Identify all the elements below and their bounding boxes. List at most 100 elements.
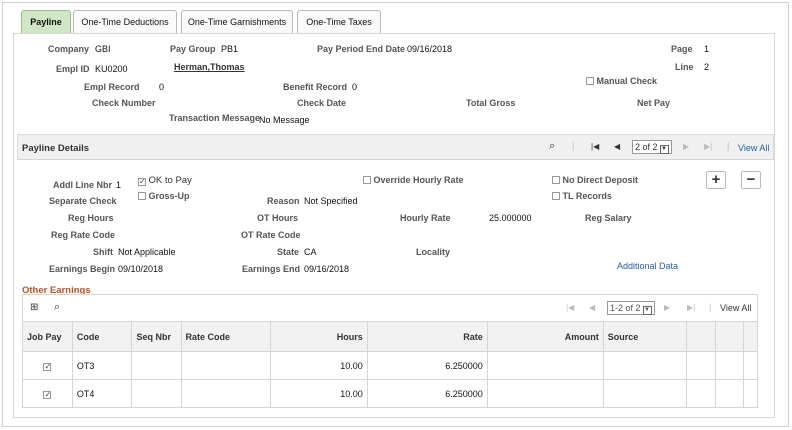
column-header-source: Source bbox=[602, 321, 688, 352]
grid-next-icon[interactable]: ▶ bbox=[664, 303, 671, 312]
gross-up-label: Gross-Up bbox=[148, 191, 190, 201]
shift-label: Shift bbox=[93, 247, 113, 257]
tab-payline[interactable]: Payline bbox=[21, 10, 71, 34]
amount-cell bbox=[486, 351, 604, 380]
column-header-rate: Rate bbox=[366, 321, 488, 352]
row-pager-select[interactable]: 2 of 2 ▼ bbox=[632, 140, 672, 154]
line-value: 2 bbox=[704, 62, 710, 72]
ok-to-pay-label: OK to Pay bbox=[148, 175, 192, 186]
grid-view-all-link[interactable]: View All bbox=[720, 303, 752, 313]
total-gross-label: Total Gross bbox=[466, 98, 516, 108]
column-header-blank bbox=[686, 321, 716, 352]
state-value: CA bbox=[304, 247, 317, 257]
earnings-end-value: 09/16/2018 bbox=[304, 264, 350, 274]
code-cell: OT4 bbox=[71, 379, 133, 408]
code-cell: OT3 bbox=[71, 351, 133, 380]
paygroup-label: Pay Group bbox=[170, 44, 216, 54]
empty-cell bbox=[743, 351, 758, 380]
last-page-icon[interactable]: ▶| bbox=[704, 142, 713, 151]
hourly-rate-value: 25.000000 bbox=[489, 213, 532, 223]
net-pay-label: Net Pay bbox=[637, 98, 671, 108]
state-label: State bbox=[277, 247, 300, 257]
table-row: ✓ OT3 10.00 6.250000 bbox=[22, 351, 758, 380]
other-earnings-title: Other Earnings bbox=[22, 285, 91, 296]
no-direct-deposit-checkbox[interactable]: No Direct Deposit bbox=[552, 175, 638, 185]
tab-one-time-garnishments[interactable]: One-Time Garnishments bbox=[181, 10, 293, 34]
hours-cell: 10.00 bbox=[270, 379, 368, 408]
override-hourly-rate-checkbox[interactable]: Override Hourly Rate bbox=[363, 175, 464, 185]
column-header-job-pay: Job Pay bbox=[22, 321, 73, 352]
column-header-hours: Hours bbox=[270, 321, 368, 352]
seq-nbr-cell bbox=[131, 379, 182, 408]
source-cell bbox=[602, 351, 688, 380]
add-row-button[interactable]: + bbox=[706, 171, 726, 189]
transaction-message-label: Transaction Message bbox=[169, 113, 261, 123]
divider: | bbox=[727, 141, 730, 151]
chevron-down-icon: ▼ bbox=[659, 145, 669, 154]
seq-nbr-cell bbox=[131, 351, 182, 380]
additional-data-link[interactable]: Additional Data bbox=[617, 261, 679, 271]
no-direct-deposit-label: No Direct Deposit bbox=[562, 175, 639, 185]
transaction-message-value: No Message bbox=[259, 115, 310, 125]
reason-label: Reason bbox=[267, 196, 300, 206]
view-all-link[interactable]: View All bbox=[738, 143, 770, 153]
check-date-label: Check Date bbox=[297, 98, 347, 108]
tab-one-time-deductions[interactable]: One-Time Deductions bbox=[73, 10, 177, 34]
tl-records-label: TL Records bbox=[562, 191, 612, 201]
empl-record-value: 0 bbox=[159, 82, 165, 92]
row-pager-value: 2 of 2 bbox=[635, 142, 658, 152]
locality-label: Locality bbox=[416, 247, 451, 257]
column-header-amount: Amount bbox=[486, 321, 604, 352]
personalize-grid-icon[interactable]: ⊞ bbox=[30, 302, 39, 313]
empty-cell bbox=[714, 351, 745, 380]
column-header-blank bbox=[743, 321, 758, 352]
addl-line-nbr-value: 1 bbox=[116, 180, 122, 190]
grid-previous-icon[interactable]: ◀ bbox=[589, 303, 596, 312]
addl-line-nbr-label: Addl Line Nbr bbox=[53, 180, 112, 190]
employee-name: Herman,Thomas bbox=[174, 62, 245, 72]
job-pay-checkbox[interactable]: ✓ bbox=[22, 379, 73, 408]
line-label: Line bbox=[675, 62, 694, 72]
first-page-icon[interactable]: |◀ bbox=[591, 142, 600, 151]
tab-one-time-taxes[interactable]: One-Time Taxes bbox=[297, 10, 381, 34]
empty-cell bbox=[714, 379, 745, 408]
reg-salary-label: Reg Salary bbox=[585, 213, 632, 223]
gross-up-checkbox[interactable]: Gross-Up bbox=[138, 191, 190, 201]
payline-details-title: Payline Details bbox=[22, 143, 90, 154]
pay-period-end-value: 09/16/2018 bbox=[407, 44, 453, 54]
rate-code-cell bbox=[180, 351, 272, 380]
search-icon[interactable]: ⌕ bbox=[549, 140, 556, 152]
reg-rate-code-label: Reg Rate Code bbox=[51, 230, 116, 240]
hours-cell: 10.00 bbox=[270, 351, 368, 380]
manual-check-label: Manual Check bbox=[596, 76, 658, 86]
ok-to-pay-checkbox[interactable]: ✓ OK to Pay bbox=[138, 175, 192, 186]
benefit-record-label: Benefit Record bbox=[283, 82, 348, 92]
empty-cell bbox=[686, 379, 716, 408]
table-row: ✓ OT4 10.00 6.250000 bbox=[22, 379, 758, 408]
grid-search-icon[interactable]: ⌕ bbox=[54, 301, 61, 313]
column-header-rate-code: Rate Code bbox=[180, 321, 272, 352]
delete-row-button[interactable]: − bbox=[741, 171, 761, 189]
manual-check-checkbox[interactable]: Manual Check bbox=[586, 76, 657, 86]
page-value: 1 bbox=[704, 44, 710, 54]
next-icon[interactable]: ▶ bbox=[683, 142, 690, 151]
previous-icon[interactable]: ◀ bbox=[614, 142, 621, 151]
grid-first-page-icon[interactable]: |◀ bbox=[566, 303, 575, 312]
page-label: Page bbox=[671, 44, 693, 54]
divider: | bbox=[572, 141, 575, 151]
check-number-label: Check Number bbox=[92, 98, 156, 108]
grid-last-page-icon[interactable]: ▶| bbox=[687, 303, 696, 312]
other-earnings-table: Job Pay Code Seq Nbr Rate Code Hours Rat… bbox=[22, 321, 758, 408]
rate-code-cell bbox=[180, 379, 272, 408]
earnings-end-label: Earnings End bbox=[242, 264, 301, 274]
column-header-code: Code bbox=[71, 321, 133, 352]
divider: | bbox=[709, 302, 712, 312]
tl-records-checkbox[interactable]: TL Records bbox=[552, 191, 612, 201]
override-hourly-rate-label: Override Hourly Rate bbox=[373, 175, 464, 185]
benefit-record-value: 0 bbox=[352, 82, 358, 92]
grid-pager-select[interactable]: 1-2 of 2 ▼ bbox=[607, 301, 655, 315]
job-pay-checkbox[interactable]: ✓ bbox=[22, 351, 73, 380]
pay-period-end-label: Pay Period End Date bbox=[317, 44, 406, 54]
earnings-begin-value: 09/10/2018 bbox=[118, 264, 164, 274]
empty-cell bbox=[743, 379, 758, 408]
